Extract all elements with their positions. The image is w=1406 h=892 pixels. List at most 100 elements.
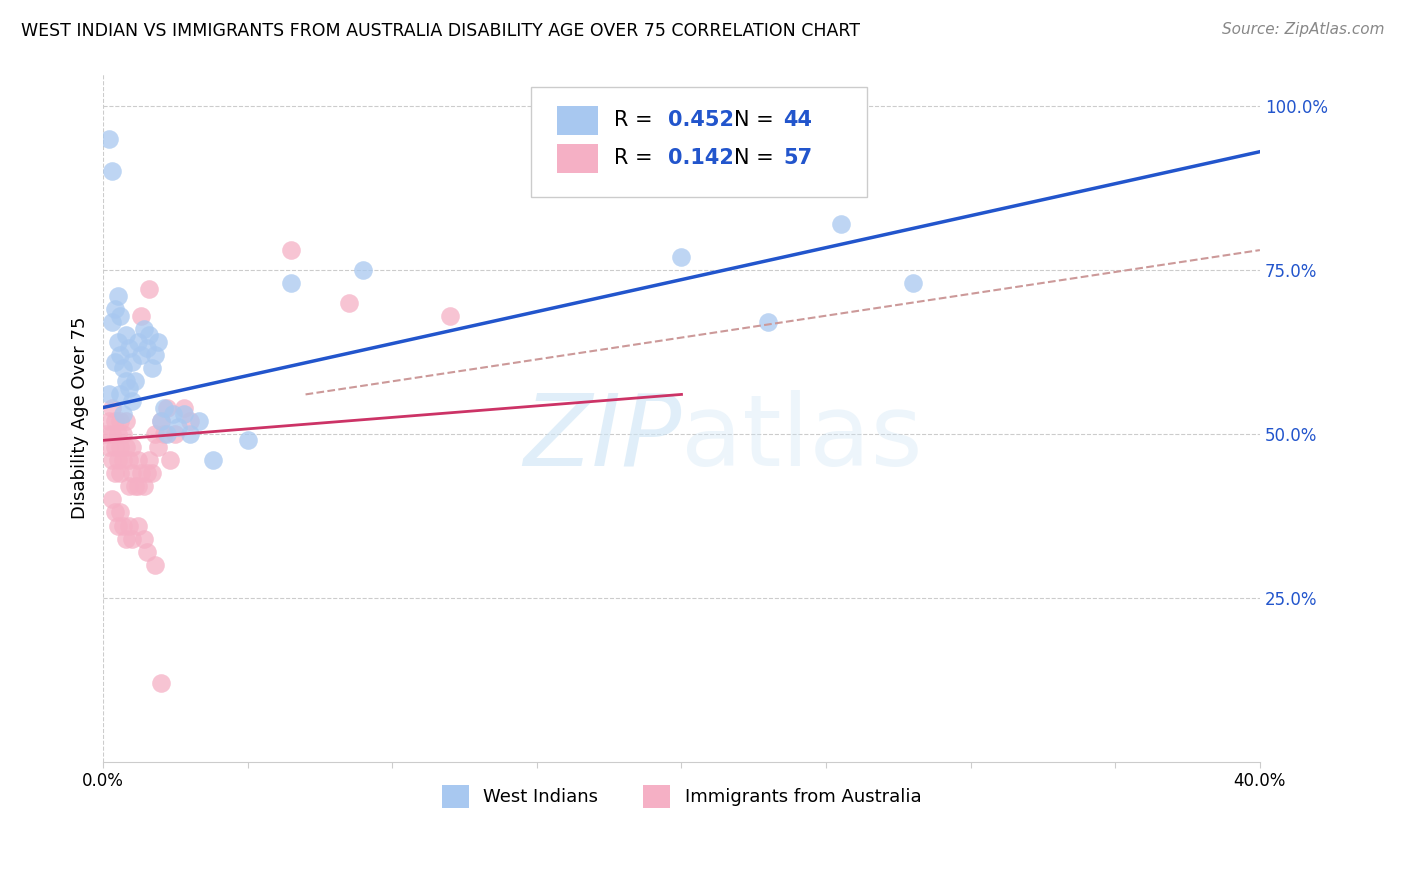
Point [756,315,779,329]
Point [104,354,127,368]
Point [156,426,179,441]
Point [107,334,129,349]
Point [127,334,149,349]
Point [146,440,169,454]
Point [179,414,201,428]
Point [115,414,138,428]
Point [107,453,129,467]
Point [115,532,138,546]
Point [187,414,209,428]
Point [97,131,120,145]
Point [118,479,141,493]
Point [101,401,124,415]
Point [101,492,124,507]
Point [104,414,127,428]
Point [121,354,143,368]
Point [153,426,176,441]
Point [121,466,143,480]
Point [132,479,155,493]
Point [149,414,172,428]
Point [101,426,124,441]
Point [110,414,132,428]
Y-axis label: Disability Age Over 75: Disability Age Over 75 [72,316,89,518]
Point [115,374,138,388]
Point [104,440,127,454]
Point [127,479,149,493]
Point [138,453,160,467]
Text: N =: N = [734,148,780,168]
Point [112,518,135,533]
Point [127,518,149,533]
Point [129,466,152,480]
Text: 57: 57 [783,148,813,168]
Point [138,283,160,297]
Point [149,676,172,690]
Point [101,315,124,329]
Point [165,426,187,441]
Point [104,506,127,520]
Point [110,466,132,480]
Text: WEST INDIAN VS IMMIGRANTS FROM AUSTRALIA DISABILITY AGE OVER 75 CORRELATION CHAR: WEST INDIAN VS IMMIGRANTS FROM AUSTRALIA… [21,22,860,40]
Point [118,342,141,356]
Point [156,401,179,415]
Point [121,532,143,546]
Point [107,426,129,441]
Text: 44: 44 [783,110,813,130]
Point [141,361,163,376]
Point [179,426,201,441]
Text: ZIP: ZIP [523,390,682,486]
Point [115,440,138,454]
Point [138,328,160,343]
Point [118,518,141,533]
Point [439,309,461,323]
Point [97,387,120,401]
Point [104,466,127,480]
Point [143,348,166,362]
Point [153,401,176,415]
Point [121,440,143,454]
Point [112,361,135,376]
Point [97,414,120,428]
Point [173,407,195,421]
Point [280,276,302,290]
Point [124,374,146,388]
Point [149,414,172,428]
Legend: West Indians, Immigrants from Australia: West Indians, Immigrants from Australia [434,778,928,814]
Point [110,387,132,401]
FancyBboxPatch shape [557,144,598,173]
Point [110,309,132,323]
Point [101,453,124,467]
Text: N =: N = [734,110,780,130]
Text: 0.452: 0.452 [668,110,734,130]
Point [115,328,138,343]
Text: Source: ZipAtlas.com: Source: ZipAtlas.com [1222,22,1385,37]
Point [280,243,302,257]
Point [135,466,157,480]
Point [107,289,129,303]
Point [97,440,120,454]
Point [173,401,195,415]
Text: 0.142: 0.142 [668,148,734,168]
Text: R =: R = [614,110,659,130]
Point [110,506,132,520]
Point [118,381,141,395]
Point [159,453,181,467]
Point [143,558,166,572]
Point [352,262,374,277]
Point [101,164,124,178]
Point [143,426,166,441]
Point [112,407,135,421]
Point [162,407,184,421]
Point [202,453,225,467]
Point [118,453,141,467]
Point [132,322,155,336]
Point [94,426,117,441]
Point [135,545,157,559]
Point [671,250,693,264]
Point [110,348,132,362]
Point [110,440,132,454]
FancyBboxPatch shape [557,106,598,135]
Point [104,302,127,317]
Point [112,453,135,467]
Point [129,348,152,362]
